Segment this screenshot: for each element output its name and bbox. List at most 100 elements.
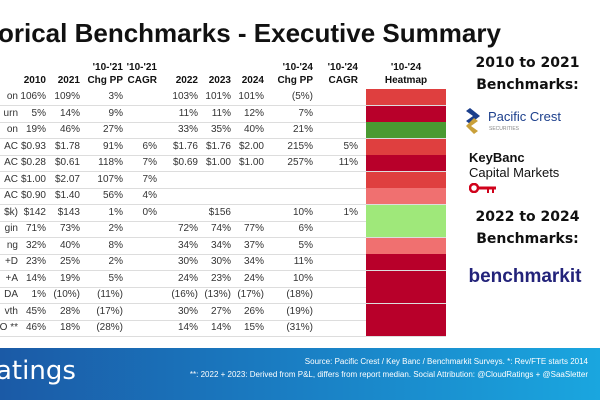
pacific-crest-logo: Pacific Crest SECURITIES xyxy=(460,106,595,136)
cell-chg21: 2% xyxy=(108,256,123,267)
cell-cagr24: 5% xyxy=(343,140,358,152)
cell-v2024: 15% xyxy=(243,322,264,333)
cell-v2023: 30% xyxy=(210,256,231,267)
cell-cagr21: 7% xyxy=(142,157,157,168)
cell-chg21: (17%) xyxy=(96,305,123,317)
column-header: '10-'21 xyxy=(92,62,123,73)
cell-v2024: (17%) xyxy=(237,289,264,300)
cell-cagr21: 6% xyxy=(142,140,157,152)
cell-chg21: 2% xyxy=(108,223,123,234)
cell-v2024: 24% xyxy=(243,272,264,284)
column-header: 2010 xyxy=(23,75,46,86)
cell-v2024: 12% xyxy=(243,107,264,119)
heatmap-cell xyxy=(366,122,446,138)
table-row: gin 71% 73% 2% 72% 74% 77% 6% xyxy=(0,221,446,238)
column-header: CAGR xyxy=(328,75,358,86)
cell-v2021: 14% xyxy=(59,107,80,119)
cell-v2023: $156 xyxy=(208,206,231,218)
cell-v2021: $0.61 xyxy=(54,157,80,168)
row-label: AC xyxy=(4,190,18,201)
cell-v2010: 46% xyxy=(25,322,46,333)
cell-v2023: 101% xyxy=(205,91,231,102)
cell-v2010: 19% xyxy=(25,124,46,135)
cell-v2022: 30% xyxy=(177,305,198,317)
cell-v2022: 11% xyxy=(178,107,198,119)
cell-v2010: $142 xyxy=(23,206,46,218)
table-row: vth 45% 28% (17%) 30% 27% 26% (19%) xyxy=(0,303,446,321)
cell-v2022: 24% xyxy=(177,272,198,284)
keybanc-text: KeyBanc xyxy=(469,150,525,165)
row-label: gin xyxy=(4,223,18,234)
heatmap-cell xyxy=(366,155,446,171)
heatmap-cell xyxy=(366,138,446,155)
cell-chg24: 10% xyxy=(292,206,313,218)
table-row: urn 5% 14% 9% 11% 11% 12% 7% xyxy=(0,105,446,123)
table-row: on 19% 46% 27% 33% 35% 40% 21% xyxy=(0,122,446,139)
cell-v2010: 14% xyxy=(25,272,46,284)
benchmarkit-logo: benchmarkit xyxy=(468,266,582,287)
row-label: DA xyxy=(4,289,18,300)
row-label: +D xyxy=(4,256,18,267)
cell-v2022: $0.69 xyxy=(172,157,198,168)
cell-chg24: (18%) xyxy=(286,289,313,300)
pacific-crest-text: Pacific Crest xyxy=(488,109,561,124)
heading-line: 2022 to 2024 xyxy=(475,209,580,225)
cell-v2022: 34% xyxy=(177,239,198,251)
heatmap-cell xyxy=(366,171,446,188)
heatmap-cell xyxy=(366,320,446,336)
cell-v2022: 72% xyxy=(177,223,198,234)
column-header: '10-'24 xyxy=(390,62,422,73)
cell-v2010: $1.00 xyxy=(20,173,46,185)
cell-v2021: 40% xyxy=(59,239,80,251)
table-row: AC $0.90 $1.40 56% 4% xyxy=(0,188,446,205)
cell-cagr21: 0% xyxy=(142,206,157,218)
benchmarks-2010-2021-heading: 2010 to 2021 Benchmarks: xyxy=(455,52,600,96)
pacific-crest-sub: SECURITIES xyxy=(489,126,520,132)
footer-banner: atings Source: Pacific Crest / Key Banc … xyxy=(0,348,600,400)
cell-cagr21: 4% xyxy=(142,190,157,201)
cell-chg21: (28%) xyxy=(96,322,123,333)
cell-v2022: (16%) xyxy=(171,289,198,300)
cell-v2024: 40% xyxy=(243,124,264,135)
cell-chg24: (19%) xyxy=(286,305,313,317)
pacific-crest-chevron-icon xyxy=(466,108,480,134)
cell-chg24: (31%) xyxy=(286,322,313,333)
cell-v2024: 26% xyxy=(243,305,264,317)
cell-chg21: 56% xyxy=(102,190,123,201)
key-icon xyxy=(468,182,496,194)
cell-v2010: 32% xyxy=(25,239,46,251)
cell-v2021: 25% xyxy=(59,256,80,267)
cell-v2024: 77% xyxy=(243,223,264,234)
row-label: AC xyxy=(4,157,18,168)
page-title: orical Benchmarks - Executive Summary xyxy=(0,18,501,48)
heading-line: 2010 to 2021 xyxy=(475,55,580,71)
table-row: AC $0.28 $0.61 118% 7% $0.69 $1.00 $1.00 257% 11% xyxy=(0,155,446,172)
cell-v2021: $143 xyxy=(57,206,80,218)
cell-v2023: 23% xyxy=(210,272,231,284)
cell-chg21: 91% xyxy=(102,140,123,152)
heatmap-cell xyxy=(366,221,446,237)
table-row: ng 32% 40% 8% 34% 34% 37% 5% xyxy=(0,237,446,255)
cell-v2024: 37% xyxy=(243,239,264,251)
column-header: 2022 xyxy=(175,75,198,86)
row-label: vth xyxy=(4,305,18,317)
cell-v2010: $0.28 xyxy=(20,157,46,168)
cell-v2024: $2.00 xyxy=(238,140,264,152)
cell-v2022: 33% xyxy=(177,124,198,135)
cell-v2023: (13%) xyxy=(204,289,231,300)
heatmap-cell xyxy=(366,105,446,122)
heatmap-cell xyxy=(366,89,446,105)
cell-chg21: 3% xyxy=(108,91,123,102)
row-label: on xyxy=(6,124,18,135)
cell-v2010: 71% xyxy=(25,223,46,234)
cloud-ratings-brand: atings xyxy=(0,356,76,386)
cell-v2010: 106% xyxy=(20,91,46,102)
table-row: on 106% 109% 3% 103% 101% 101% (5%) xyxy=(0,89,446,106)
keybanc-logo: KeyBanc Capital Markets xyxy=(468,150,599,195)
row-label: $k) xyxy=(4,206,18,218)
heatmap-cell xyxy=(366,237,446,254)
heading-line: Benchmarks: xyxy=(476,77,579,93)
cell-v2024: $1.00 xyxy=(238,157,264,168)
cell-chg21: 5% xyxy=(108,272,123,284)
cell-v2023: $1.76 xyxy=(205,140,231,152)
